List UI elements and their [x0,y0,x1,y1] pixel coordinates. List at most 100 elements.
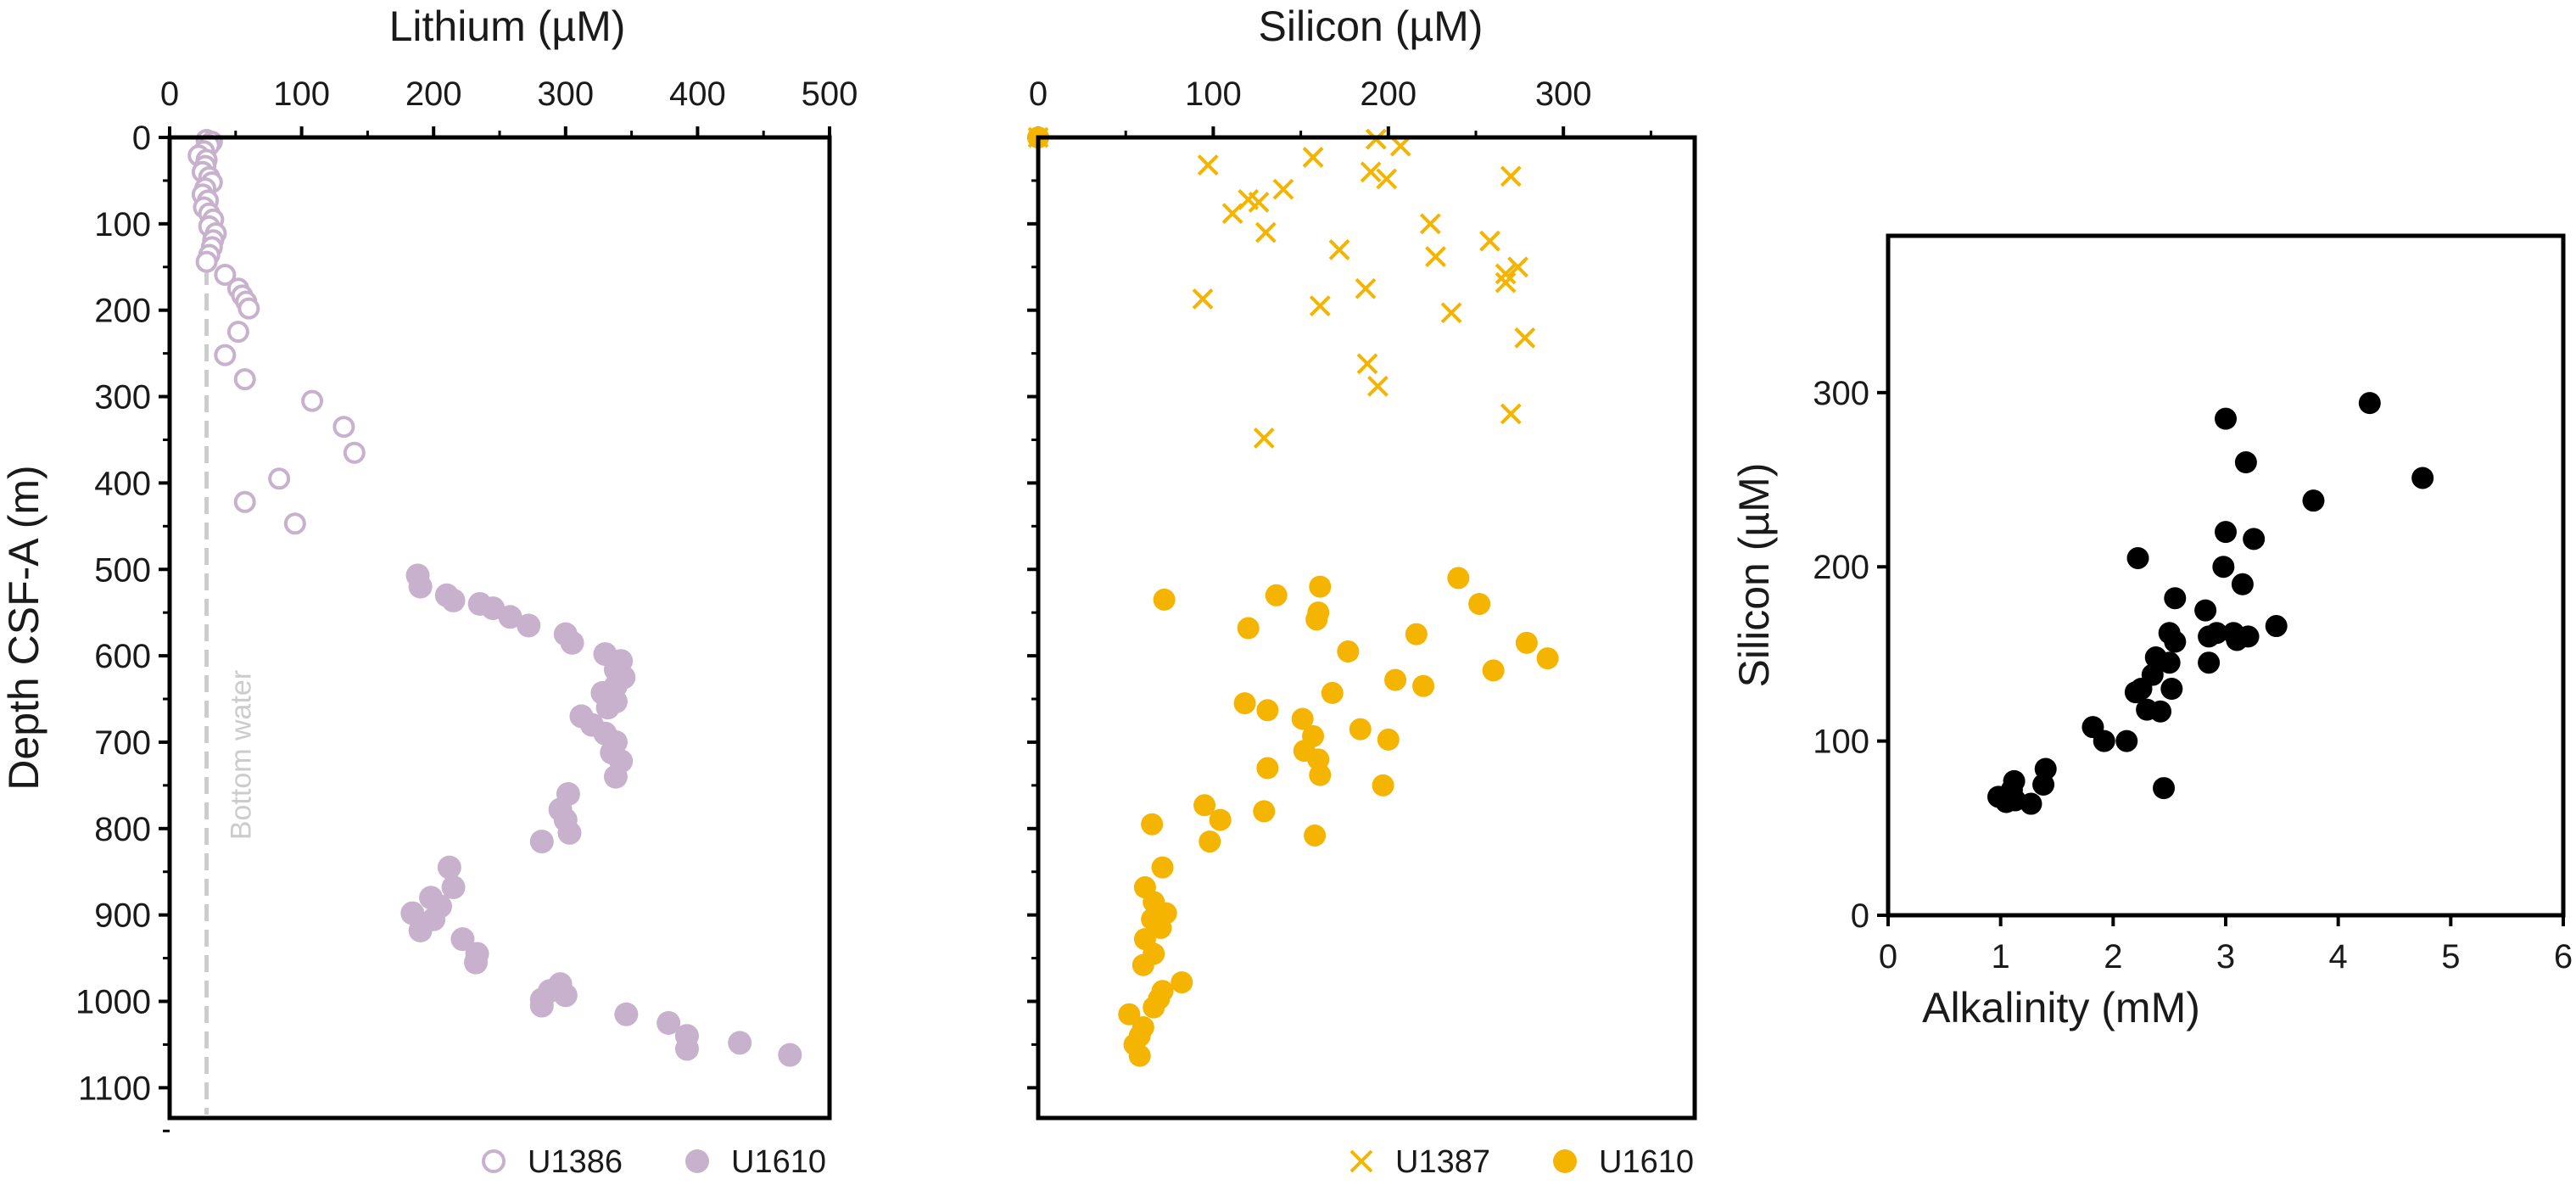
lithium-point-u1386 [233,490,256,513]
silicon-point-u1610 [1143,996,1165,1019]
alkalinity-silicon-point [2149,700,2172,723]
silicon-point-u1387 [1440,302,1462,324]
alkalinity-silicon-data-points [1987,392,2434,815]
silicon-y-tick-label: 100 [1813,724,1869,761]
lithium-x-tick-label: 100 [273,75,330,113]
silicon-point-u1610 [1405,623,1428,646]
alkalinity-silicon-point [2115,729,2138,752]
lithium-point-u1610 [408,918,433,942]
silicon-point-u1610 [1171,971,1193,994]
silicon-point-u1610 [1209,808,1232,831]
silicon-y-tick-label: 200 [1813,549,1869,586]
lithium-point-u1610 [674,1037,699,1061]
silicon-panel: Silicon (µM) 0 100 200 300 U1387 U1610 [1027,3,1697,1180]
alkalinity-silicon-point [2358,392,2381,415]
alkalinity-silicon-plot-frame [1886,233,2566,918]
silicon-point-u1387 [1355,277,1377,299]
lithium-point-u1610 [557,820,582,845]
silicon-point-u1610 [1305,608,1328,631]
lithium-point-u1610 [560,630,584,655]
legend-label-u1387: U1387 [1395,1144,1490,1180]
silicon-point-u1610 [1233,692,1256,715]
alkalinity-silicon-point [2034,757,2057,780]
silicon-point-u1610 [1536,647,1559,670]
silicon-x-tick-label: 200 [1360,75,1417,113]
lithium-plot-frame [167,135,832,1121]
depth-y-ticks: 0 100 200 300 400 500 600 700 800 900 1000 1100 [75,120,170,1132]
lithium-point-u1610 [553,983,578,1008]
alkalinity-silicon-point [2164,587,2187,610]
legend-label-u1386: U1386 [528,1144,623,1180]
alkalinity-silicon-point [2194,599,2217,622]
silicon-point-u1387 [1514,327,1536,349]
depth-y-tick-label: 1000 [75,984,151,1021]
silicon-point-u1387 [1302,147,1324,168]
silicon-point-u1610 [1199,830,1221,853]
alkalinity-silicon-panel: Alkalinity (mM) Silicon (µM) 0 1 2 3 4 5 6 0 10… [1730,233,2573,1031]
lithium-point-u1610 [441,588,466,612]
depth-y-tick-label: 700 [94,724,151,762]
alkalinity-silicon-point [2243,528,2266,551]
silicon-point-u1610 [1149,916,1172,939]
legend-marker-u1610-lithium [685,1149,709,1173]
silicon-x-ticks: 0 100 200 300 [1029,75,1652,137]
alkalinity-x-ticks: 0 1 2 3 4 5 6 [1879,915,2573,975]
lithium-point-u1610 [408,574,433,599]
silicon-point-u1610 [1253,800,1276,823]
silicon-x-tick-label: 100 [1185,75,1242,113]
alkalinity-silicon-point [2141,663,2164,686]
depth-y-tick-label: 100 [94,206,151,243]
silicon-legend: U1387 U1610 [1349,1144,1694,1180]
depth-y-tick-label: 800 [94,811,151,848]
silicon-point-u1610 [1151,856,1174,879]
silicon-y-axis-title: Silicon (µM) [1730,463,1778,688]
silicon-point-u1610 [1447,567,1470,590]
alkalinity-silicon-point [2153,777,2176,800]
depth-y-tick-label: 500 [94,551,151,589]
alkalinity-silicon-point [2158,651,2181,674]
legend-label-u1610-lithium: U1610 [731,1144,826,1180]
lithium-point-u1610 [529,830,554,854]
depth-y-tick-label: 200 [94,293,151,330]
silicon-point-u1387 [1479,230,1500,252]
depth-y-tick-label: 900 [94,897,151,935]
silicon-point-u1387 [1192,288,1214,310]
alkalinity-silicon-point [2003,769,2026,792]
silicon-plot-frame [1036,135,1697,1121]
lithium-point-u1610 [450,927,475,952]
lithium-point-u1610 [603,764,628,789]
silicon-point-u1610 [1141,813,1164,836]
lithium-point-u1610 [657,1010,681,1035]
lithium-point-u1610 [498,605,522,629]
silicon-x-axis-title: Silicon (µM) [1259,3,1484,50]
silicon-point-u1610 [1256,699,1279,722]
alkalinity-silicon-point [2126,546,2149,569]
lithium-point-u1386 [268,467,291,490]
lithium-x-ticks: 0 100 200 300 400 500 [160,75,858,137]
silicon-y-ticks: 0 100 200 300 [1813,375,1888,935]
silicon-point-u1387 [1309,295,1331,317]
silicon-point-u1610 [1309,575,1332,598]
lithium-point-u1610 [437,855,461,880]
silicon-point-u1387 [1495,271,1517,293]
alkalinity-silicon-point [2237,625,2260,648]
lithium-point-u1610 [614,1002,639,1026]
alkalinity-silicon-point [2198,651,2221,674]
silicon-point-u1387 [1360,161,1382,183]
silicon-point-u1387 [1376,168,1398,190]
silicon-point-u1387 [1248,191,1270,213]
silicon-point-u1610 [1118,1003,1141,1026]
silicon-point-u1610 [1321,681,1344,704]
legend-marker-u1386 [482,1149,506,1173]
alkalinity-silicon-point [2164,630,2187,653]
alkalinity-silicon-point [2231,573,2254,595]
silicon-point-u1610 [1384,668,1407,691]
alkalinity-silicon-point [2302,489,2325,512]
silicon-point-u1387 [1253,428,1275,449]
depth-y-axis-title: Depth CSF-A (m) [0,465,47,790]
alkalinity-x-tick-label: 6 [2554,938,2573,975]
lithium-point-u1386 [214,344,237,366]
silicon-point-u1610 [1515,631,1538,654]
lithium-data-points [187,129,802,1067]
